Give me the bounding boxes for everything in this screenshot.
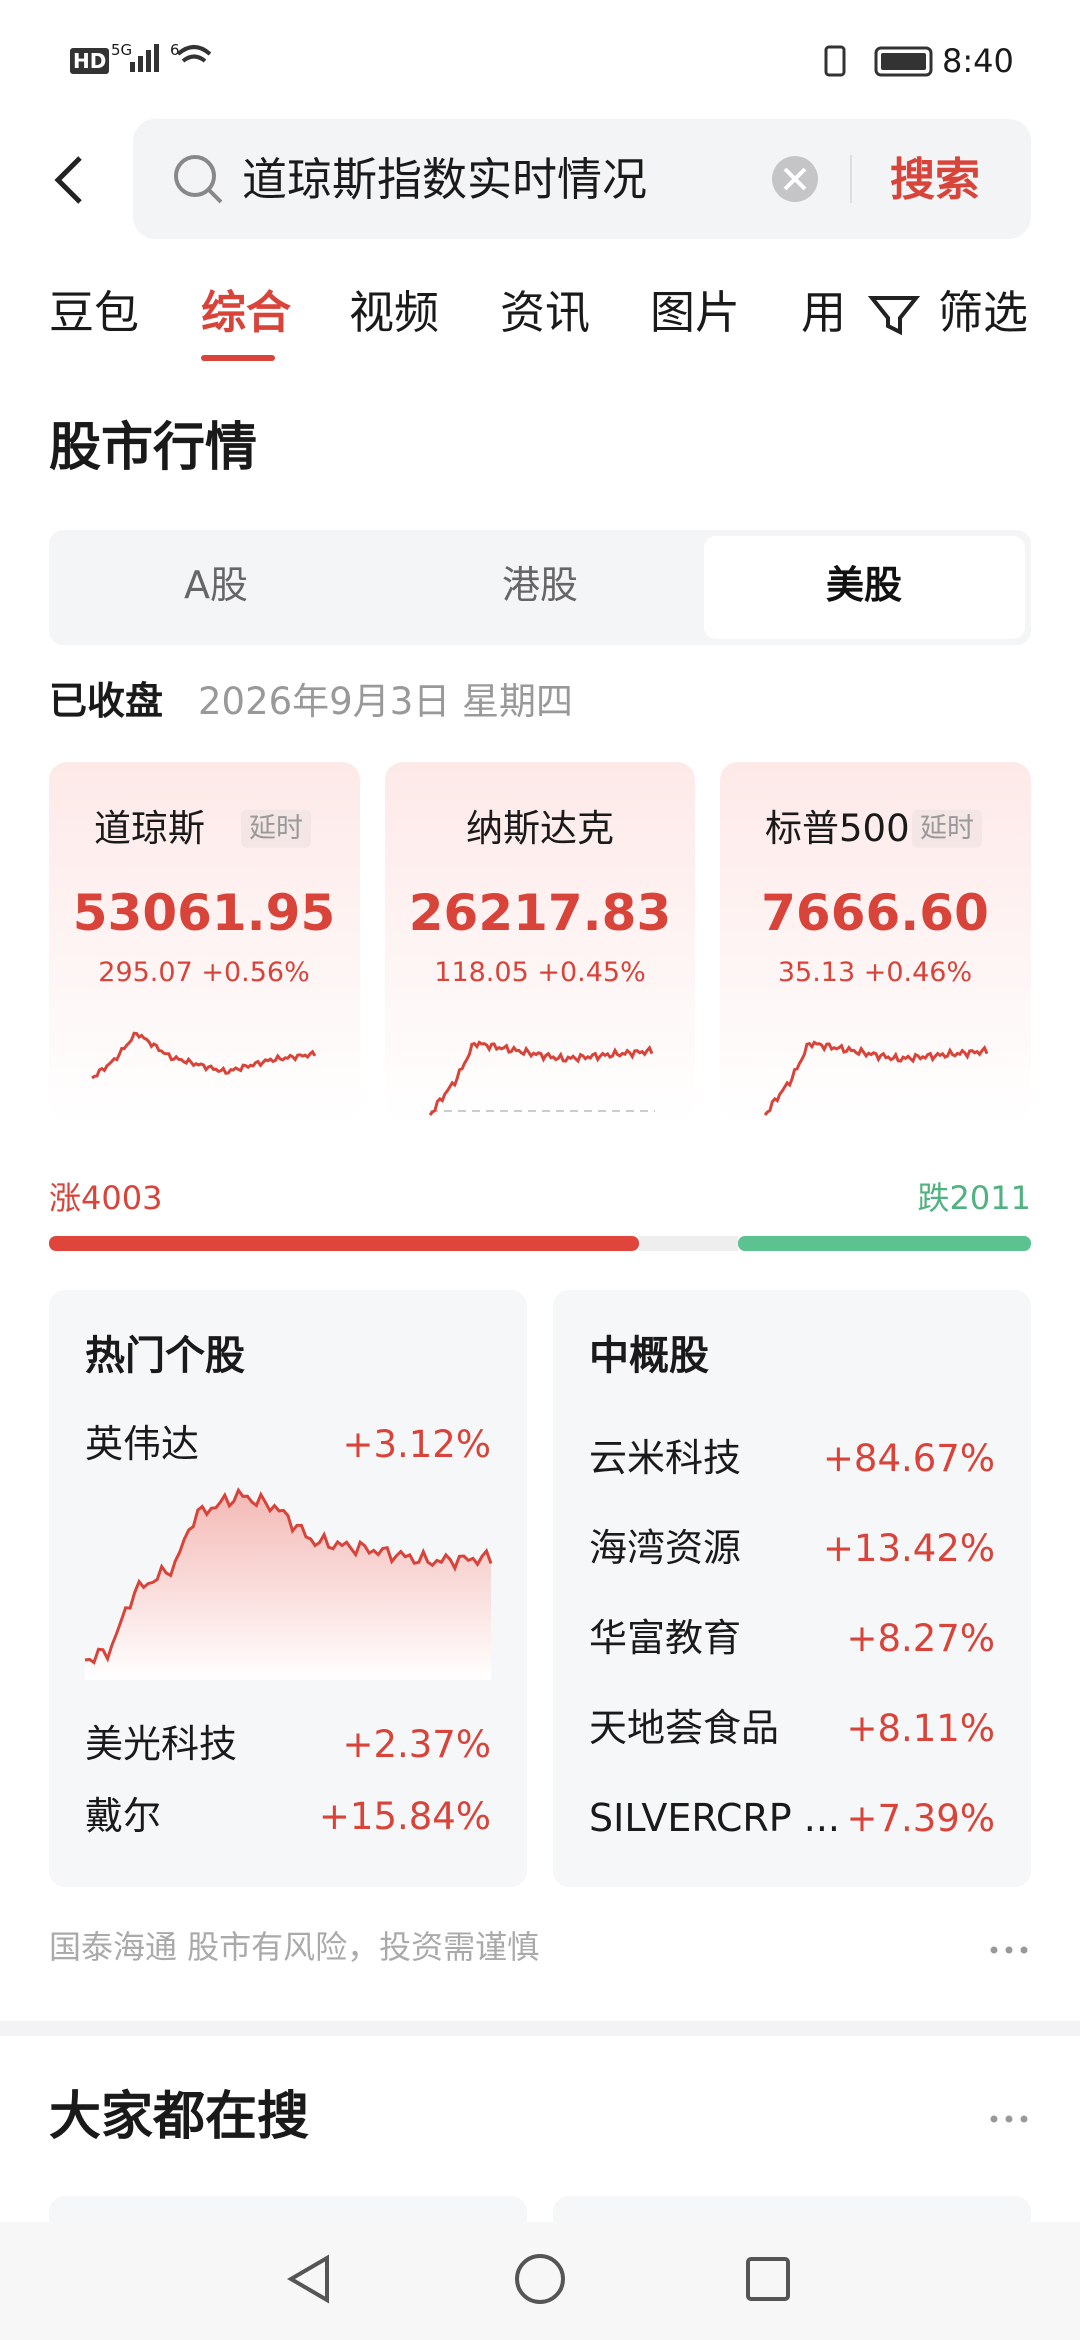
wifi-icon (176, 45, 212, 63)
tab[interactable]: 资讯 (500, 286, 591, 339)
index-name: 纳斯达克 (466, 806, 614, 850)
search-query[interactable]: 道琼斯指数实时情况 (242, 153, 648, 206)
stock-name[interactable]: 华富教育 (589, 1616, 742, 1661)
tab[interactable]: 豆包 (49, 286, 140, 339)
nav-home[interactable] (515, 2254, 565, 2304)
battery-icon (874, 46, 933, 77)
index-name: 标普500 (765, 806, 910, 850)
stock-name[interactable]: 天地荟食品 (589, 1706, 780, 1751)
tab[interactable]: 用 (801, 286, 847, 339)
stock-name[interactable]: 海湾资源 (589, 1526, 742, 1571)
nav-back[interactable] (287, 2254, 329, 2304)
index-change: 295.07 +0.56% (98, 956, 310, 988)
index-name: 道琼斯 (94, 806, 205, 850)
index-card[interactable] (49, 762, 360, 1126)
nav-recent[interactable] (746, 2257, 790, 2301)
china-concept-panel (553, 1290, 1031, 1887)
clock: 8:40 (942, 41, 1014, 80)
sparkline (763, 1040, 989, 1116)
section-title: 股市行情 (49, 417, 258, 478)
date: 2026年9月3日 星期四 (198, 679, 574, 723)
wifi-label: 6 (170, 41, 180, 59)
flat-bar (639, 1236, 738, 1251)
stock-change[interactable]: +3.12% (342, 1422, 491, 1466)
index-change: 35.13 +0.46% (777, 956, 973, 988)
signal-icon (130, 44, 159, 72)
panel-title: 热门个股 (85, 1333, 245, 1379)
search-icon (174, 155, 216, 197)
index-card[interactable] (720, 762, 1031, 1126)
up-count: 涨4003 (49, 1178, 163, 1217)
tab[interactable]: 综合 (201, 286, 292, 339)
down-bar (738, 1236, 1031, 1251)
stock-change[interactable]: +84.67% (822, 1436, 995, 1480)
sparkline (91, 1031, 317, 1080)
tab[interactable]: 图片 (650, 286, 741, 339)
section-title: 大家都在搜 (49, 2086, 310, 2147)
stock-name[interactable]: 美光科技 (85, 1722, 238, 1767)
index-tag: 延时 (241, 809, 311, 849)
up-bar (49, 1236, 639, 1251)
network-label: 5G (111, 41, 133, 59)
stock-name[interactable]: SILVERCRP ... (589, 1796, 841, 1841)
stock-change[interactable]: +8.27% (846, 1616, 995, 1660)
market-tab-selected[interactable] (704, 536, 1025, 639)
disclaimer: 国泰海通 股市有风险，投资需谨慎 (49, 1927, 540, 1966)
active-tab-indicator (201, 355, 275, 361)
stock-name[interactable]: 云米科技 (589, 1436, 742, 1481)
stock-name[interactable]: 英伟达 (85, 1422, 200, 1467)
index-value: 7666.60 (761, 884, 989, 942)
index-value: 53061.95 (72, 884, 336, 942)
stock-name[interactable]: 戴尔 (85, 1794, 162, 1839)
panel-title: 中概股 (589, 1333, 709, 1379)
divider (0, 2021, 1080, 2036)
stock-change[interactable]: +7.39% (846, 1796, 995, 1840)
index-change: 118.05 +0.45% (434, 956, 646, 988)
search-bar[interactable] (133, 119, 1031, 239)
sparkline (84, 1487, 493, 1665)
index-card[interactable] (385, 762, 695, 1126)
stock-change[interactable]: +8.11% (846, 1706, 995, 1750)
hd-icon: HD (70, 48, 110, 74)
nav-bar (0, 2222, 1080, 2340)
more-icon[interactable] (990, 2115, 1028, 2123)
stock-change[interactable]: +2.37% (342, 1722, 491, 1766)
index-tag: 延时 (912, 809, 982, 849)
market-tab[interactable]: 美股 (825, 563, 903, 608)
market-tab[interactable]: A股 (184, 563, 248, 608)
sparkline (428, 1040, 654, 1116)
market-tab[interactable]: 港股 (501, 563, 579, 608)
more-icon[interactable] (990, 1946, 1028, 1954)
down-count: 跌2011 (917, 1178, 1031, 1217)
filter-button[interactable]: 筛选 (938, 286, 1029, 339)
search-button[interactable]: 搜索 (890, 153, 981, 206)
market-status: 已收盘 (49, 679, 164, 724)
stock-change[interactable]: +13.42% (822, 1526, 995, 1570)
tab[interactable]: 视频 (349, 286, 440, 339)
vibrate-icon (824, 45, 846, 77)
filter-icon[interactable] (867, 296, 921, 336)
back-icon[interactable] (54, 156, 82, 204)
index-value: 26217.83 (408, 884, 672, 942)
stock-change[interactable]: +15.84% (318, 1794, 491, 1838)
